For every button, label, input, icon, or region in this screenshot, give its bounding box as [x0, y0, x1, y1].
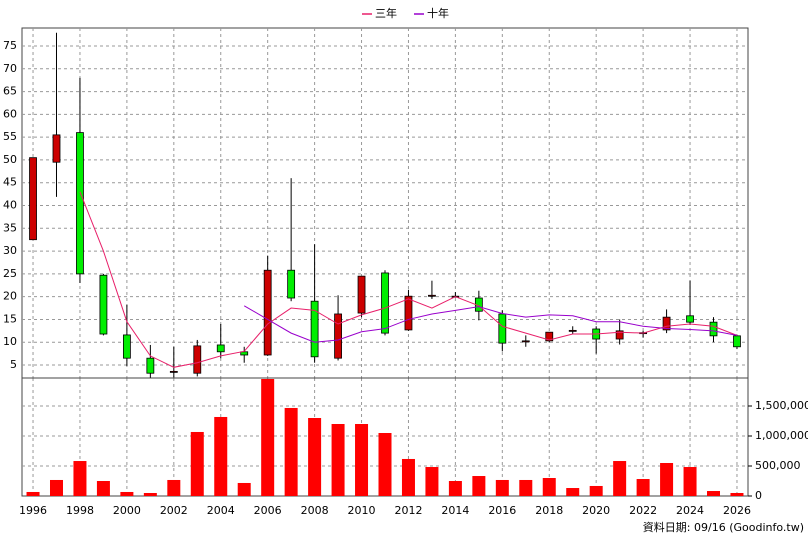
candle-body	[498, 313, 507, 344]
candle-body	[122, 334, 131, 359]
volume-bar	[331, 424, 345, 496]
candle-body	[287, 269, 296, 299]
x-tick-label: 2006	[254, 504, 282, 517]
y-tick-label: 1,500,000	[755, 399, 808, 412]
volume-bar	[542, 478, 556, 496]
y-tick-label: 45	[3, 176, 17, 189]
x-tick-label: 2002	[160, 504, 188, 517]
x-tick-label: 1998	[66, 504, 94, 517]
candle-body	[545, 331, 554, 342]
x-tick-label: 2016	[488, 504, 516, 517]
volume-bar	[448, 481, 462, 496]
volume-bar	[636, 479, 650, 496]
candle-body	[709, 321, 718, 337]
x-tick-label: 2010	[348, 504, 376, 517]
candle-body	[216, 344, 225, 353]
candle-body	[568, 329, 577, 332]
candle-body	[615, 330, 624, 340]
x-tick-label: 2012	[394, 504, 422, 517]
volume-bar	[284, 407, 298, 496]
volume-bar	[143, 493, 157, 496]
candle-body	[686, 315, 694, 323]
y-tick-label: 0	[755, 489, 762, 502]
y-tick-label: 10	[3, 335, 17, 348]
candle-body	[334, 313, 342, 359]
plot-frame	[21, 27, 749, 497]
volume-bar	[472, 476, 486, 496]
x-tick-label: 2000	[113, 504, 141, 517]
y-tick-label: 500,000	[755, 459, 801, 472]
x-tick-label: 2004	[207, 504, 235, 517]
x-tick-label: 2014	[441, 504, 469, 517]
x-tick-label: 1996	[19, 504, 47, 517]
candle-body	[381, 272, 389, 334]
x-tick-label: 2008	[301, 504, 329, 517]
volume-bar	[214, 416, 228, 496]
x-tick-label: 2020	[582, 504, 610, 517]
candle-body	[29, 157, 37, 241]
candle-body	[169, 370, 178, 373]
volume-bar	[355, 424, 369, 496]
candle-body	[76, 132, 84, 275]
volume-bar	[120, 491, 134, 496]
volume-bar	[683, 467, 697, 496]
footnote: 資料日期: 09/16 (Goodinfo.tw)	[643, 520, 804, 534]
candle-body	[357, 275, 366, 314]
x-tick-label: 2022	[629, 504, 657, 517]
candle-body	[99, 274, 108, 335]
y-tick-label: 15	[3, 312, 17, 325]
volume-bar	[237, 482, 251, 496]
candle-body	[146, 357, 155, 374]
candle-body	[521, 340, 530, 343]
volume-bar	[308, 418, 322, 496]
candle-body	[662, 316, 671, 331]
volume-bar	[167, 479, 181, 496]
volume-bar	[190, 431, 204, 496]
ma-line	[243, 305, 738, 343]
volume-bar	[589, 485, 603, 496]
volume-bar	[425, 467, 439, 496]
y-tick-label: 55	[3, 130, 17, 143]
volume-bar	[566, 488, 580, 496]
y-tick-label: 30	[3, 244, 17, 257]
volume-bar	[660, 463, 674, 496]
y-tick-label: 75	[3, 39, 17, 52]
volume-bar	[707, 491, 721, 496]
y-tick-label: 5	[10, 358, 17, 371]
x-tick-label: 2026	[723, 504, 751, 517]
volume-bar	[73, 461, 87, 496]
volume-bar	[261, 379, 275, 496]
x-tick-label: 2018	[535, 504, 563, 517]
y-tick-label: 50	[3, 153, 17, 166]
volume-bar	[495, 479, 509, 496]
candle-body	[733, 335, 741, 348]
y-tick-label: 35	[3, 221, 17, 234]
y-tick-label: 20	[3, 290, 17, 303]
y-tick-label: 60	[3, 107, 17, 120]
candle-body	[52, 134, 61, 163]
candle-body	[428, 294, 436, 297]
y-tick-label: 40	[3, 199, 17, 212]
candle-body	[263, 269, 272, 356]
legend-label: 三年	[375, 6, 397, 20]
volume-bar	[519, 479, 533, 496]
y-tick-label: 70	[3, 62, 17, 75]
volume-bar	[49, 479, 63, 496]
volume-bar	[613, 461, 627, 496]
volume-bar	[401, 458, 415, 496]
x-tick-label: 2024	[676, 504, 704, 517]
volume-bar	[378, 433, 392, 496]
legend-label: 十年	[427, 6, 449, 20]
y-tick-label: 65	[3, 85, 17, 98]
candle-body	[404, 295, 413, 331]
candle-body	[310, 300, 319, 358]
volume-bar	[730, 493, 744, 496]
ma-line	[79, 191, 738, 368]
y-tick-label: 25	[3, 267, 17, 280]
volume-bar	[26, 491, 40, 496]
y-tick-label: 1,000,000	[755, 429, 808, 442]
candle-body	[193, 345, 202, 374]
volume-bar	[96, 481, 110, 496]
